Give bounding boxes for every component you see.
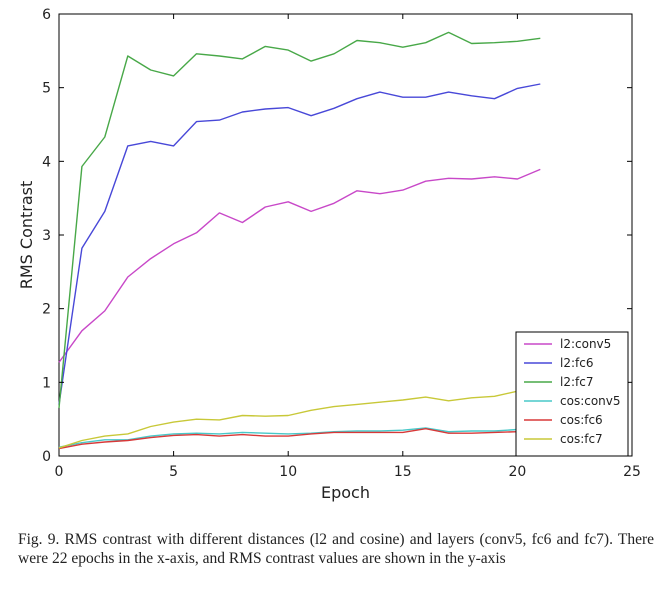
y-tick-label-4: 4 xyxy=(42,154,51,170)
legend-label-5: cos:fc7 xyxy=(560,432,603,446)
y-tick-label-2: 2 xyxy=(42,302,51,318)
series-line-2 xyxy=(58,31,541,409)
x-tick-label-1: 5 xyxy=(169,464,178,480)
legend-label-3: cos:conv5 xyxy=(560,394,621,408)
legend-label-4: cos:fc6 xyxy=(560,413,603,427)
x-tick-label-4: 20 xyxy=(508,464,526,480)
x-tick-label-2: 10 xyxy=(279,464,297,480)
x-tick-label-0: 0 xyxy=(55,464,64,480)
legend-label-1: l2:fc6 xyxy=(560,356,593,370)
series-line-3 xyxy=(58,427,541,448)
x-tick-label-5: 25 xyxy=(623,464,641,480)
series-line-0 xyxy=(58,168,541,363)
x-axis-title: Epoch xyxy=(321,483,370,502)
y-tick-label-5: 5 xyxy=(42,81,51,97)
legend: l2:conv5 l2:fc6 l2:fc7 cos:conv5 cos:fc6 cos:… xyxy=(515,331,629,457)
x-tick-label-3: 15 xyxy=(394,464,412,480)
series-layer xyxy=(58,31,541,450)
y-tick-label-0: 0 xyxy=(42,449,51,465)
legend-box xyxy=(515,331,629,457)
series-line-5 xyxy=(58,388,541,449)
series-line-1 xyxy=(58,83,541,405)
y-tick-label-3: 3 xyxy=(42,228,51,244)
y-tick-label-6: 6 xyxy=(42,7,51,23)
figure-caption: Fig. 9. RMS contrast with different dist… xyxy=(18,531,654,567)
rms-contrast-chart: 0 5 10 15 20 25 0 1 2 3 4 5 6 Epoch RMS Contrast l2:… xyxy=(17,7,641,502)
y-axis-title: RMS Contrast xyxy=(17,181,36,290)
series-line-4 xyxy=(58,428,541,450)
legend-label-0: l2:conv5 xyxy=(560,337,611,351)
legend-label-2: l2:fc7 xyxy=(560,375,593,389)
y-tick-label-1: 1 xyxy=(42,375,51,391)
